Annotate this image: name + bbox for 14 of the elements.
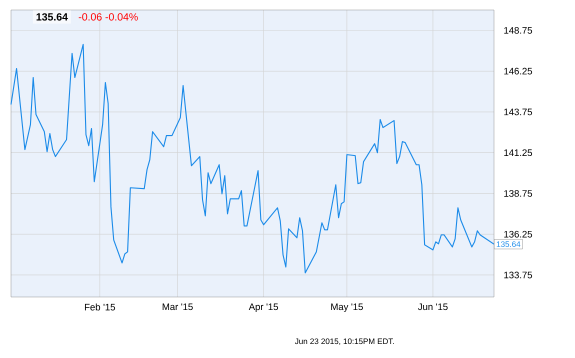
y-tick-label: 148.75	[504, 27, 532, 34]
chart-title: 135.64	[36, 13, 68, 21]
y-tick-label: 133.75	[504, 272, 532, 278]
x-tick-label: Jun '15	[418, 304, 448, 310]
chart-subtitle: -0.06 -0.04%	[78, 13, 138, 21]
y-tick-label: 138.75	[504, 190, 532, 197]
x-tick-label: Mar '15	[162, 304, 193, 310]
y-tick-label: 143.75	[504, 108, 532, 116]
x-tick-label: Feb '15	[84, 304, 116, 310]
y-tick-label: 136.25	[504, 230, 532, 238]
y-tick-label: 141.25	[504, 149, 532, 156]
x-tick-label: May '15	[331, 304, 363, 312]
x-tick-label: Apr '15	[248, 304, 278, 312]
y-tick-label: 146.25	[504, 68, 532, 74]
